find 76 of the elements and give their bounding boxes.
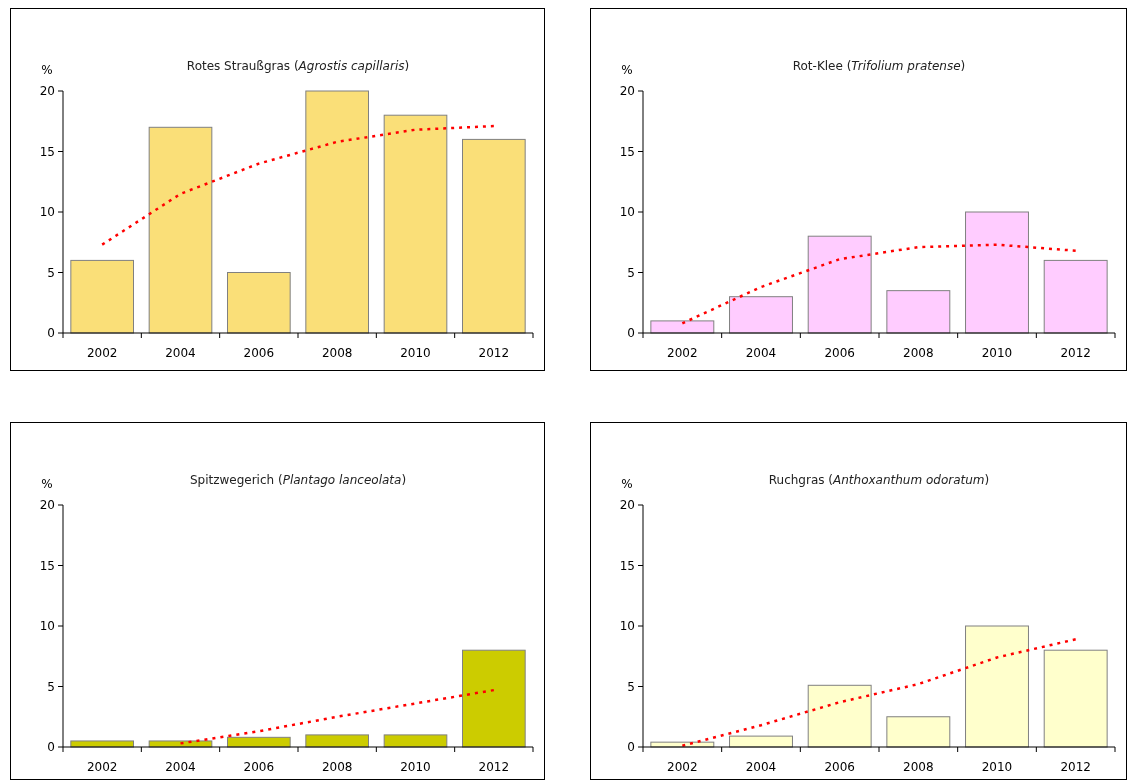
bar [965,625,1029,748]
x-tick-label: 2010 [981,346,1013,360]
y-tick-label: 0 [47,740,55,755]
y-tick-label: 0 [47,326,55,341]
bar [729,735,793,748]
y-tick-label: 0 [627,740,635,755]
y-axis-title: % [621,477,633,491]
y-tick-label: 20 [619,498,635,513]
y-tick-label: 15 [619,558,635,573]
x-tick-label: 2002 [86,760,118,774]
bar [148,126,213,334]
x-tick-label: 2008 [321,346,353,360]
x-tick-label: 2008 [903,760,934,774]
x-tick-label: 2002 [667,346,698,360]
y-axis-title: % [621,63,633,77]
x-tick-label: 2012 [478,346,510,360]
line-series [100,124,496,246]
x-tick-label: 2008 [321,760,353,774]
y-axis-title: % [41,477,53,491]
bar [383,734,448,748]
y-tick-label: 0 [627,326,635,341]
y-tick-label: 5 [47,265,55,280]
y-tick-label: 10 [619,205,635,220]
line-series [681,638,1077,748]
bar [1043,259,1108,334]
x-tick-label: 2006 [243,760,275,774]
x-tick-label: 2004 [165,346,196,360]
x-tick-label: 2006 [824,346,855,360]
y-tick-label: 5 [627,679,635,694]
y-tick-label: 10 [39,205,55,220]
y-axis-title: % [41,63,53,77]
y-tick-label: 20 [39,84,55,99]
x-tick-label: 2004 [165,760,196,774]
chart-title: Spitzwegerich (Plantago lanceolata) [189,473,407,487]
chart-title: Rotes Straußgras (Agrostis capillaris) [186,59,410,73]
bar [886,716,951,748]
line-series [179,688,496,745]
x-tick-label: 2002 [86,346,118,360]
bar [227,272,291,334]
x-tick-label: 2008 [903,346,934,360]
x-tick-label: 2010 [400,346,431,360]
y-tick-label: 20 [619,84,635,99]
y-tick-label: 20 [39,498,55,513]
x-tick-label: 2012 [478,760,510,774]
y-tick-label: 5 [627,265,635,280]
y-tick-label: 10 [39,619,55,634]
x-tick-label: 2004 [745,760,777,774]
bar [305,90,369,334]
y-tick-label: 15 [39,558,55,573]
x-tick-label: 2010 [400,760,431,774]
x-tick-label: 2006 [243,346,275,360]
bar [462,138,526,334]
bar [650,320,715,334]
chart-title: Ruchgras (Anthoxanthum odoratum) [768,473,990,487]
x-tick-label: 2012 [1060,346,1091,360]
y-tick-label: 15 [39,144,55,159]
bar [807,235,872,334]
x-tick-label: 2002 [667,760,698,774]
chart-title: Rot-Klee (Trifolium pratense) [792,59,966,73]
bar [807,684,872,748]
x-tick-label: 2006 [824,760,855,774]
bar [383,114,448,334]
y-tick-label: 5 [47,679,55,694]
bar [729,296,793,334]
bar [305,734,369,748]
x-tick-label: 2010 [981,760,1013,774]
y-tick-label: 15 [619,144,635,159]
bar [886,290,951,334]
bar [70,259,134,334]
y-tick-label: 10 [619,619,635,634]
line-series [681,243,1077,325]
bar [462,649,526,748]
x-tick-label: 2012 [1060,760,1091,774]
bar [965,211,1029,334]
bar [1043,649,1108,748]
x-tick-label: 2004 [745,346,777,360]
